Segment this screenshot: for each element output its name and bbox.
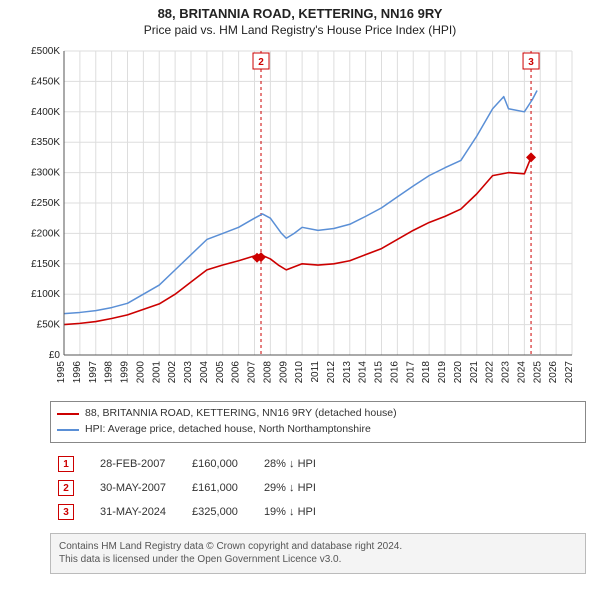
svg-text:£200K: £200K [31,228,60,239]
svg-text:3: 3 [528,57,534,68]
chart-subtitle: Price paid vs. HM Land Registry's House … [0,23,600,37]
svg-text:£500K: £500K [31,46,60,57]
legend-label: 88, BRITANNIA ROAD, KETTERING, NN16 9RY … [85,406,397,422]
svg-text:£0: £0 [49,350,61,361]
svg-text:2: 2 [258,57,264,68]
svg-text:1995: 1995 [56,361,67,384]
svg-text:£350K: £350K [31,137,60,148]
footer-line: Contains HM Land Registry data © Crown c… [59,540,577,554]
svg-text:2013: 2013 [342,361,353,384]
transaction-note-row: 3 31-MAY-2024£325,00019% ↓ HPI [52,501,334,523]
svg-text:2002: 2002 [167,361,178,384]
svg-text:2018: 2018 [421,361,432,384]
note-price: £160,000 [186,453,256,475]
svg-text:1999: 1999 [120,361,131,384]
note-price: £325,000 [186,501,256,523]
chart-container: 88, BRITANNIA ROAD, KETTERING, NN16 9RY … [0,0,600,590]
note-date: 31-MAY-2024 [94,501,184,523]
attribution-footer: Contains HM Land Registry data © Crown c… [50,533,586,574]
legend-row: HPI: Average price, detached house, Nort… [57,422,579,438]
svg-text:2007: 2007 [247,361,258,384]
note-date: 28-FEB-2007 [94,453,184,475]
note-marker: 1 [58,456,74,472]
svg-text:2023: 2023 [501,361,512,384]
svg-text:2005: 2005 [215,361,226,384]
svg-text:2021: 2021 [469,361,480,384]
svg-text:2004: 2004 [199,361,210,384]
chart-title-address: 88, BRITANNIA ROAD, KETTERING, NN16 9RY [0,6,600,21]
svg-text:1997: 1997 [88,361,99,384]
note-price: £161,000 [186,477,256,499]
transaction-notes-table: 1 28-FEB-2007£160,00028% ↓ HPI 2 30-MAY-200… [50,451,336,525]
title-area: 88, BRITANNIA ROAD, KETTERING, NN16 9RY … [0,0,600,39]
chart-svg: £0 £50K £100K £150K £200K £250K £300K £350K £400… [20,45,580,395]
svg-text:£400K: £400K [31,107,60,118]
chart-plot: £0 £50K £100K £150K £200K £250K £300K £350K £400… [20,45,580,395]
svg-text:2000: 2000 [135,361,146,384]
svg-text:2027: 2027 [564,361,575,384]
svg-text:£50K: £50K [37,320,61,331]
svg-text:2012: 2012 [326,361,337,384]
note-delta: 19% ↓ HPI [258,501,334,523]
transaction-note-row: 2 30-MAY-2007£161,00029% ↓ HPI [52,477,334,499]
svg-text:2001: 2001 [151,361,162,384]
svg-text:£150K: £150K [31,259,60,270]
svg-text:2024: 2024 [516,361,527,384]
svg-text:2022: 2022 [485,361,496,384]
svg-text:1996: 1996 [72,361,83,384]
svg-text:2016: 2016 [389,361,400,384]
note-marker: 2 [58,480,74,496]
note-delta: 29% ↓ HPI [258,477,334,499]
svg-text:2010: 2010 [294,361,305,384]
footer-line: This data is licensed under the Open Gov… [59,553,577,567]
legend-swatch [57,429,79,431]
svg-text:2017: 2017 [405,361,416,384]
svg-text:2003: 2003 [183,361,194,384]
svg-text:2011: 2011 [310,361,321,383]
svg-text:2009: 2009 [278,361,289,384]
svg-text:£100K: £100K [31,289,60,300]
svg-text:2026: 2026 [548,361,559,384]
legend-row: 88, BRITANNIA ROAD, KETTERING, NN16 9RY … [57,406,579,422]
svg-text:£250K: £250K [31,198,60,209]
svg-text:£300K: £300K [31,168,60,179]
svg-text:2014: 2014 [358,361,369,384]
legend-label: HPI: Average price, detached house, Nort… [85,422,371,438]
transaction-note-row: 1 28-FEB-2007£160,00028% ↓ HPI [52,453,334,475]
note-marker: 3 [58,504,74,520]
legend-swatch [57,413,79,415]
legend: 88, BRITANNIA ROAD, KETTERING, NN16 9RY … [50,401,586,443]
note-date: 30-MAY-2007 [94,477,184,499]
svg-text:2020: 2020 [453,361,464,384]
svg-text:2008: 2008 [262,361,273,384]
svg-text:2015: 2015 [374,361,385,384]
note-delta: 28% ↓ HPI [258,453,334,475]
svg-text:2025: 2025 [532,361,543,384]
svg-text:£450K: £450K [31,76,60,87]
svg-text:1998: 1998 [104,361,115,384]
svg-text:2019: 2019 [437,361,448,384]
svg-text:2006: 2006 [231,361,242,384]
